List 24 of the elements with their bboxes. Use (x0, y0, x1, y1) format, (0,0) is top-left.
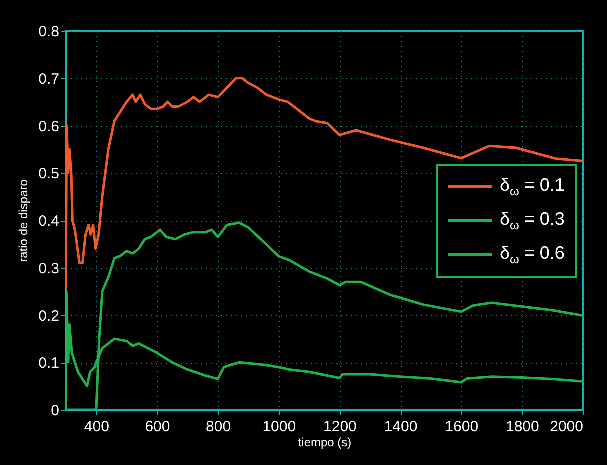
legend-label: δ$_{ω}$ = 0.3 (500, 208, 565, 232)
x-tick-label: 600 (145, 418, 170, 436)
x-tick-label: 1800 (506, 418, 540, 436)
x-axis-title: tiempo (s) (298, 436, 352, 450)
x-tick-label: 400 (84, 418, 110, 436)
x-tick-label: 1600 (445, 418, 479, 436)
line-series (66, 77, 583, 293)
y-tick-label: 0.8 (38, 24, 60, 40)
y-tick-label: 0.7 (38, 70, 60, 88)
x-tick-label: 1200 (324, 418, 357, 436)
x-tick-label: 800 (206, 418, 232, 436)
y-tick-label: 0.2 (38, 308, 60, 325)
y-tick-label: 0.4 (38, 213, 60, 230)
y-tick-label: 0.6 (38, 118, 60, 136)
x-tick-label: 2000 (550, 418, 584, 436)
legend-label: δ$_{ω}$ = 0.6 (500, 242, 565, 266)
x-tick-label: 1400 (384, 418, 418, 436)
y-tick-label: 0.5 (38, 166, 60, 183)
y-tick-label: 0 (51, 402, 60, 420)
legend-label: δ$_{ω}$ = 0.1 (500, 174, 565, 198)
y-tick-label: 0.3 (38, 260, 60, 278)
y-tick-label: 0.1 (38, 355, 60, 372)
x-tick-label: 1000 (262, 418, 296, 436)
y-axis-title: ratio de disparo (16, 179, 31, 262)
